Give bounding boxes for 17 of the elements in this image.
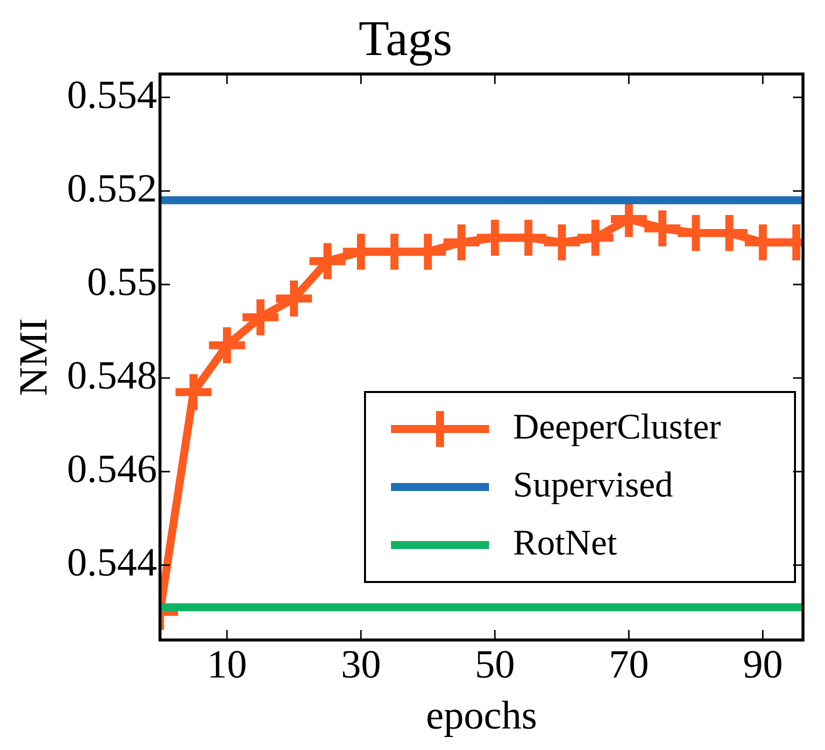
legend-label: DeeperCluster [513,406,721,446]
y-axis-title: NMI [10,318,56,396]
chart-title: Tags [358,10,452,66]
x-tick-label: 30 [340,642,381,686]
legend-label: Supervised [513,464,673,504]
x-tick-label: 90 [742,642,783,686]
y-tick-label: 0.546 [67,446,157,492]
x-tick-label: 70 [608,642,649,686]
x-tick-label: 10 [206,642,247,686]
y-tick-label: 0.55 [87,258,157,304]
legend-label: RotNet [513,522,617,562]
y-tick-label: 0.554 [67,72,157,117]
y-tick-label: 0.544 [67,540,157,585]
x-axis-title: epochs [426,692,538,738]
y-tick-label: 0.548 [67,352,157,398]
x-tick-label: 50 [474,642,515,686]
y-tick-label: 0.552 [67,165,157,210]
